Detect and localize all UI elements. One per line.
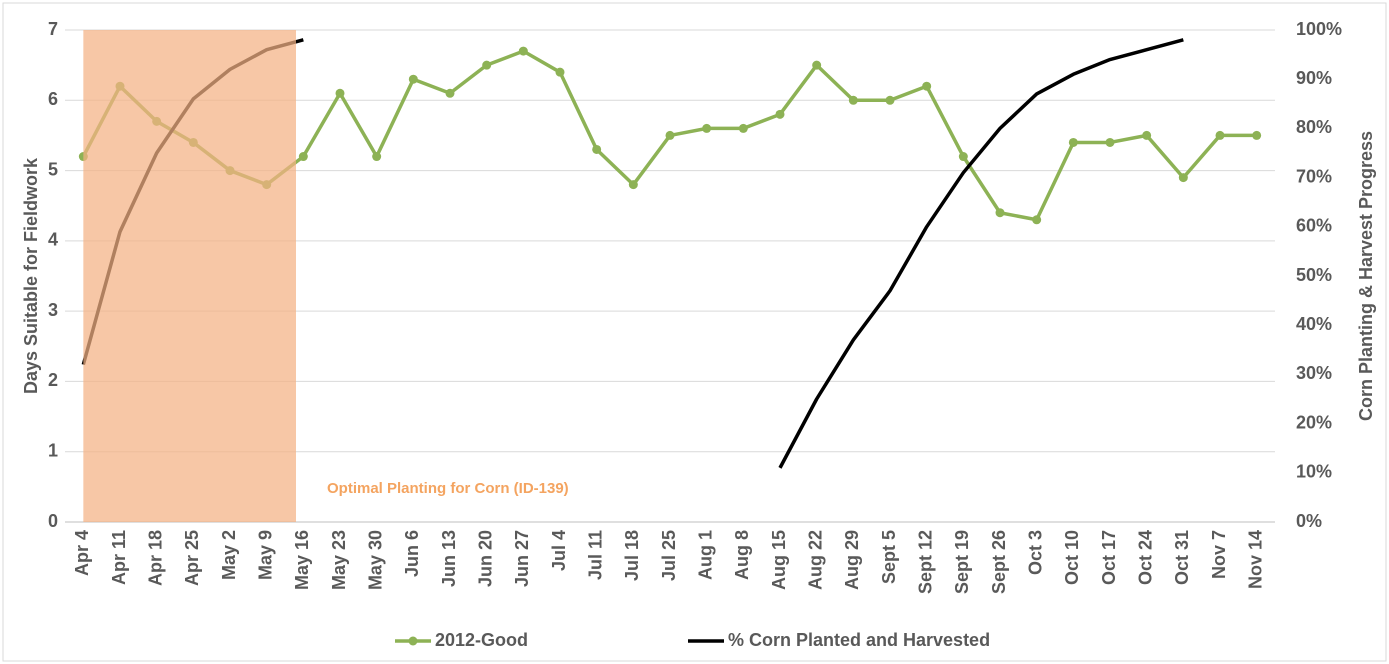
x-tick-label: Jun 6 [402,530,422,577]
y2-tick-label: 40% [1296,314,1332,334]
y-tick-label: 2 [48,370,58,390]
point [738,123,748,133]
x-tick-label: Aug 1 [695,530,715,580]
x-tick-label: Apr 18 [145,530,165,586]
x-tick-label: Oct 17 [1099,530,1119,585]
y-tick-label: 1 [48,440,58,460]
x-tick-label: Nov 7 [1209,530,1229,579]
x-tick-label: Sept 26 [989,530,1009,594]
point [775,109,785,119]
x-tick-label: Aug 15 [769,530,789,590]
x-tick-label: Oct 24 [1135,530,1155,585]
y-tick-label: 0 [48,511,58,531]
x-tick-label: Aug 29 [842,530,862,590]
x-tick-label: Jun 13 [439,530,459,587]
x-tick-label: Jun 27 [512,530,532,587]
y2-axis-title: Corn Planting & Harvest Progress [1356,131,1376,421]
x-tick-label: Sept 12 [915,530,935,594]
point [335,88,345,98]
point [665,130,675,140]
y2-tick-label: 80% [1296,117,1332,137]
point [848,95,858,105]
x-tick-label: Apr 25 [182,530,202,586]
point [812,60,822,70]
y2-tick-label: 70% [1296,166,1332,186]
x-tick-label: Jul 11 [585,530,605,580]
x-tick-label: Aug 22 [805,530,825,590]
y-tick-label: 3 [48,300,58,320]
x-tick-label: Jul 4 [549,530,569,571]
point [1178,173,1188,183]
y2-tick-label: 20% [1296,412,1332,432]
x-tick-label: Jul 25 [659,530,679,581]
x-tick-label: Apr 11 [109,530,129,585]
legend-label: 2012-Good [435,630,528,650]
y2-tick-label: 60% [1296,216,1332,236]
point [518,46,528,56]
y2-tick-label: 100% [1296,19,1342,39]
point [592,144,602,154]
point [1252,130,1262,140]
point [445,88,455,98]
point [482,60,492,70]
y2-tick-label: 50% [1296,265,1332,285]
x-tick-label: May 9 [255,530,275,580]
y2-tick-label: 30% [1296,363,1332,383]
x-tick-label: Jul 18 [622,530,642,581]
point [958,152,968,162]
x-tick-label: May 2 [219,530,239,580]
x-tick-label: Oct 10 [1062,530,1082,585]
point [1142,130,1152,140]
x-tick-label: May 16 [292,530,312,590]
x-tick-label: May 30 [365,530,385,590]
point [1068,137,1078,147]
x-tick-label: May 23 [329,530,349,590]
point [1215,130,1225,140]
point [1032,215,1042,225]
point [628,180,638,190]
legend-label: % Corn Planted and Harvested [728,630,990,650]
x-tick-label: Oct 31 [1172,530,1192,585]
x-tick-label: Apr 4 [72,530,92,576]
x-tick-label: Oct 3 [1025,530,1045,575]
x-tick-label: Sept 19 [952,530,972,594]
point [555,67,565,77]
x-tick-label: Sept 5 [879,530,899,584]
y-tick-label: 5 [48,159,58,179]
point [995,208,1005,218]
y-tick-label: 7 [48,19,58,39]
y2-tick-label: 0% [1296,511,1322,531]
y2-tick-label: 90% [1296,68,1332,88]
x-tick-label: Nov 14 [1245,530,1265,589]
point [298,152,308,162]
x-tick-label: Jun 20 [475,530,495,587]
x-tick-label: Aug 8 [732,530,752,580]
point [702,123,712,133]
y-tick-label: 6 [48,89,58,109]
point [885,95,895,105]
y-axis-title: Days Suitable for Fieldwork [21,157,41,394]
y2-tick-label: 10% [1296,462,1332,482]
point [408,74,418,84]
highlight-region [83,30,296,522]
point [922,81,932,91]
point [372,152,382,162]
point [1105,137,1115,147]
legend-marker [408,636,418,646]
annotation: Optimal Planting for Corn (ID-139) [327,480,569,497]
y-tick-label: 4 [48,230,58,250]
